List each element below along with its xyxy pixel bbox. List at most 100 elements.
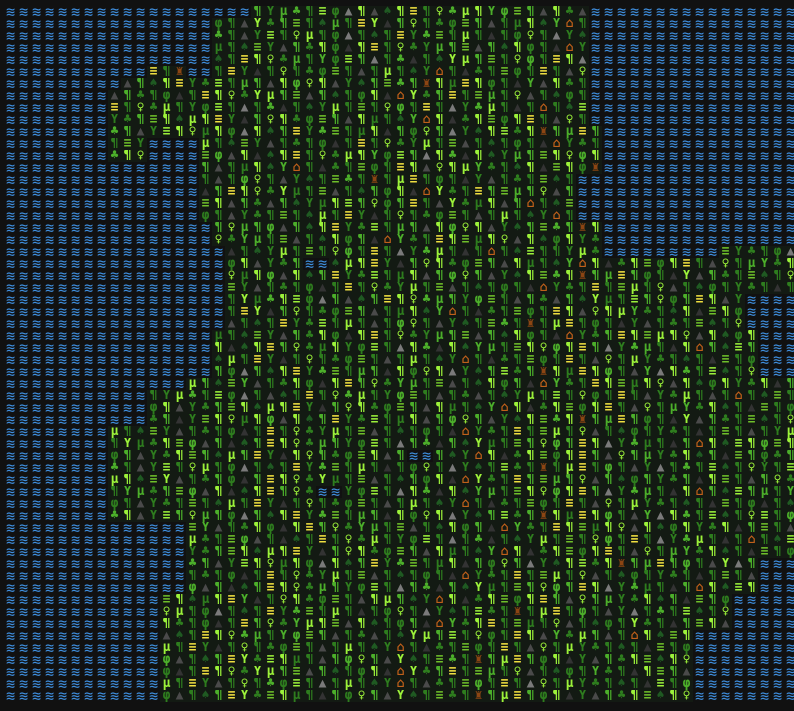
reeds-tile: µ <box>303 618 316 630</box>
water-tile: ≋ <box>43 582 56 594</box>
reeds-tile: µ <box>602 414 615 426</box>
water-tile: ≋ <box>121 18 134 30</box>
flower-tile: ♀ <box>394 42 407 54</box>
bush-tile: ♣ <box>524 522 537 534</box>
wheat-tile: ≡ <box>654 558 667 570</box>
reeds-tile: µ <box>329 474 342 486</box>
flower-tile: ♀ <box>264 114 277 126</box>
fern-tile: φ <box>394 102 407 114</box>
shrub-tile: Y <box>355 522 368 534</box>
pine-tile: ♠ <box>576 294 589 306</box>
water-tile: ≋ <box>784 354 794 366</box>
flower-tile: ♀ <box>420 126 433 138</box>
water-tile: ≋ <box>199 270 212 282</box>
bush-tile: ♣ <box>199 570 212 582</box>
tree-tile: ¶ <box>524 294 537 306</box>
grass-tile: ≡ <box>537 426 550 438</box>
rock-tile: ▲ <box>368 306 381 318</box>
tower-tile: ♜ <box>537 462 550 474</box>
shrub-tile: Y <box>433 186 446 198</box>
water-tile: ≋ <box>56 6 69 18</box>
water-tile: ≋ <box>745 6 758 18</box>
pine-tile: ♠ <box>498 42 511 54</box>
tree-tile: ¶ <box>550 246 563 258</box>
water-tile: ≋ <box>82 570 95 582</box>
water-tile: ≋ <box>160 318 173 330</box>
water-tile: ≋ <box>576 198 589 210</box>
water-tile: ≋ <box>654 210 667 222</box>
water-tile: ≋ <box>186 258 199 270</box>
water-tile: ≋ <box>43 30 56 42</box>
flower-tile: ♀ <box>511 90 524 102</box>
tree-tile: ¶ <box>537 306 550 318</box>
hill-tile: ▲ <box>225 342 238 354</box>
water-tile: ≋ <box>784 54 794 66</box>
flower-tile: ♀ <box>134 150 147 162</box>
water-tile: ≋ <box>121 162 134 174</box>
tree-tile: ¶ <box>277 690 290 702</box>
hut-tile: ⌂ <box>381 234 394 246</box>
hill-tile: ▲ <box>667 618 680 630</box>
shrub-tile: Y <box>251 306 264 318</box>
water-tile: ≋ <box>771 678 784 690</box>
tree-tile: ¶ <box>212 474 225 486</box>
flower-tile: ♀ <box>745 366 758 378</box>
tree-tile: ¶ <box>732 570 745 582</box>
hill-tile: ▲ <box>602 258 615 270</box>
wheat-tile: ≡ <box>290 546 303 558</box>
water-tile: ≋ <box>654 102 667 114</box>
reeds-tile: µ <box>238 222 251 234</box>
water-tile: ≋ <box>121 258 134 270</box>
hill-tile: ▲ <box>134 462 147 474</box>
tree-tile: ¶ <box>381 306 394 318</box>
tree-tile: ¶ <box>329 114 342 126</box>
hill-tile: ▲ <box>173 414 186 426</box>
water-tile: ≋ <box>771 558 784 570</box>
tree-tile: ¶ <box>524 690 537 702</box>
reeds-tile: µ <box>602 294 615 306</box>
shrub-tile: Y <box>238 294 251 306</box>
water-tile: ≋ <box>43 222 56 234</box>
bush-tile: ♣ <box>537 546 550 558</box>
hill-tile: ▲ <box>537 162 550 174</box>
tree-tile: ¶ <box>355 618 368 630</box>
tree-tile: ¶ <box>212 546 225 558</box>
bush-tile: ♣ <box>628 342 641 354</box>
tree-tile: ¶ <box>212 570 225 582</box>
tree-tile: ¶ <box>355 150 368 162</box>
rock-tile: ▲ <box>654 366 667 378</box>
pine-tile: ♠ <box>238 606 251 618</box>
pine-tile: ♠ <box>511 270 524 282</box>
water-tile: ≋ <box>43 6 56 18</box>
water-tile: ≋ <box>30 354 43 366</box>
tree-tile: ¶ <box>524 102 537 114</box>
tree-tile: ¶ <box>745 342 758 354</box>
water-tile: ≋ <box>43 570 56 582</box>
wheat-tile: ≡ <box>524 114 537 126</box>
tree-tile: ¶ <box>446 42 459 54</box>
tree-tile: ¶ <box>277 426 290 438</box>
water-tile: ≋ <box>147 210 160 222</box>
tree-tile: ¶ <box>199 450 212 462</box>
flower-tile: ♀ <box>342 546 355 558</box>
water-tile: ≋ <box>30 366 43 378</box>
tree-tile: ¶ <box>433 366 446 378</box>
water-tile: ≋ <box>784 138 794 150</box>
water-tile: ≋ <box>108 594 121 606</box>
tree-tile: ¶ <box>433 450 446 462</box>
tree-tile: ¶ <box>680 486 693 498</box>
tree-tile: ¶ <box>680 282 693 294</box>
water-tile: ≋ <box>784 342 794 354</box>
reeds-tile: µ <box>134 438 147 450</box>
shrub-tile: Y <box>732 378 745 390</box>
water-tile: ≋ <box>693 666 706 678</box>
tree-tile: ¶ <box>472 246 485 258</box>
pine-tile: ♠ <box>251 246 264 258</box>
water-tile: ≋ <box>758 330 771 342</box>
bush-tile: ♣ <box>303 474 316 486</box>
water-tile: ≋ <box>758 630 771 642</box>
tree-tile: ¶ <box>407 222 420 234</box>
wheat-tile: ≡ <box>511 570 524 582</box>
hut-tile: ⌂ <box>459 426 472 438</box>
